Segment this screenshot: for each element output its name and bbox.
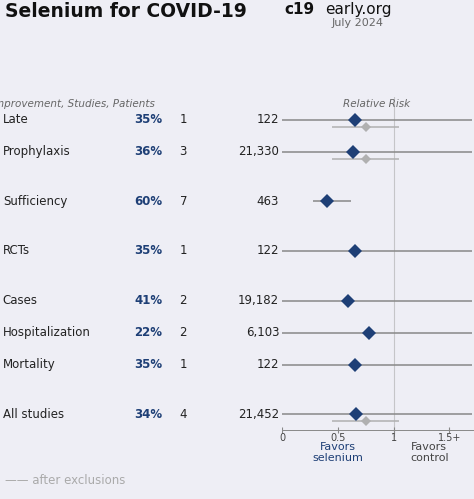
Text: 35%: 35%: [134, 358, 162, 371]
Text: Relative Risk: Relative Risk: [343, 99, 410, 109]
Text: 21,330: 21,330: [238, 145, 279, 158]
Text: 122: 122: [257, 358, 279, 371]
Text: 4: 4: [180, 408, 187, 421]
Text: 7: 7: [180, 195, 187, 208]
Text: 60%: 60%: [134, 195, 162, 208]
Text: Selenium for COVID-19: Selenium for COVID-19: [5, 2, 246, 21]
Text: Hospitalization: Hospitalization: [3, 326, 91, 339]
Text: Favors
control: Favors control: [410, 442, 449, 463]
Text: 41%: 41%: [134, 294, 162, 307]
Text: 122: 122: [257, 245, 279, 257]
Text: Cases: Cases: [3, 294, 38, 307]
Text: Late: Late: [3, 113, 28, 126]
Text: Prophylaxis: Prophylaxis: [3, 145, 71, 158]
Text: 19,182: 19,182: [238, 294, 279, 307]
Text: 36%: 36%: [134, 145, 162, 158]
Text: 6,103: 6,103: [246, 326, 279, 339]
Text: 1: 1: [180, 245, 187, 257]
Text: Favors
selenium: Favors selenium: [312, 442, 363, 463]
Text: early.org: early.org: [325, 2, 391, 17]
Text: 463: 463: [257, 195, 279, 208]
Text: 21,452: 21,452: [238, 408, 279, 421]
Text: 2: 2: [180, 326, 187, 339]
Text: All studies: All studies: [3, 408, 64, 421]
Text: Mortality: Mortality: [3, 358, 55, 371]
Text: 2: 2: [180, 294, 187, 307]
Text: 122: 122: [257, 113, 279, 126]
Text: July 2024: July 2024: [332, 18, 384, 28]
Text: 1: 1: [180, 113, 187, 126]
Text: 35%: 35%: [134, 245, 162, 257]
Text: 22%: 22%: [134, 326, 162, 339]
Text: 34%: 34%: [134, 408, 162, 421]
Text: —— after exclusions: —— after exclusions: [5, 474, 125, 487]
Text: Improvement, Studies, Patients: Improvement, Studies, Patients: [0, 99, 155, 109]
Text: 35%: 35%: [134, 113, 162, 126]
Text: 0.5: 0.5: [330, 434, 346, 444]
Text: 1: 1: [391, 434, 397, 444]
Text: 1: 1: [180, 358, 187, 371]
Text: Sufficiency: Sufficiency: [3, 195, 67, 208]
Text: c19: c19: [284, 2, 315, 17]
Text: 0: 0: [279, 434, 285, 444]
Text: 3: 3: [180, 145, 187, 158]
Text: 1.5+: 1.5+: [438, 434, 461, 444]
Text: RCTs: RCTs: [3, 245, 30, 257]
